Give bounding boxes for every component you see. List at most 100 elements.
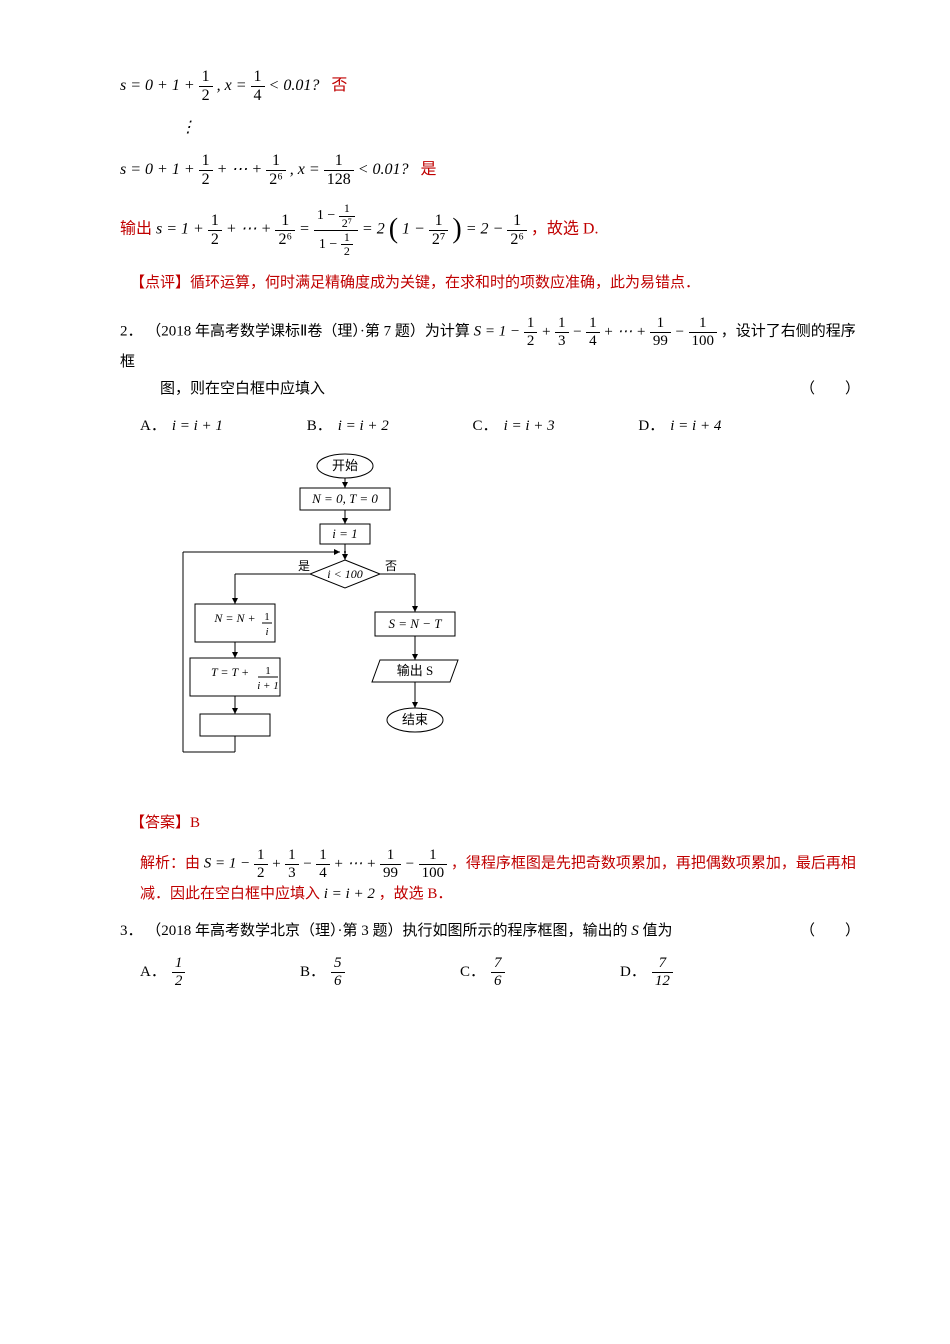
flowchart-diagram: 开始 N = 0, T = 0 i = 1 i < 100 是 N = N + … xyxy=(180,452,460,802)
option-c: C．i = i + 3 xyxy=(473,413,555,440)
den: 2⁶ xyxy=(266,171,286,189)
var-s: s xyxy=(120,161,126,178)
eq2: = 2 xyxy=(362,221,385,238)
t-frac-num: 1 xyxy=(265,665,271,677)
d: 2⁷ xyxy=(339,217,355,230)
compound-frac: 1 − 1 2⁷ 1 − 1 2 xyxy=(314,202,358,258)
frac-half: 1 2 xyxy=(199,68,213,104)
i-init-label: i = 1 xyxy=(332,526,357,541)
operator: + ⋯ + xyxy=(330,856,380,872)
line2-pre: 减．因此在空白框中应填入 xyxy=(140,886,320,902)
n-box-label: N = N + xyxy=(213,611,255,625)
s-expression: S = 1 − 12 + 13 − 14 + ⋯ + 199 − 1100 xyxy=(474,324,721,340)
option-b: B．i = i + 2 xyxy=(307,413,389,440)
opt-frac: 12 xyxy=(172,955,186,989)
option: A． 12 xyxy=(140,955,300,989)
operator: + xyxy=(537,324,555,340)
tail-text: ，故选 D. xyxy=(531,221,599,238)
no-label: 否 xyxy=(385,559,397,573)
problem-3: 3． （2018 年高考数学北京（理）·第 3 题）执行如图所示的程序框图，输出… xyxy=(120,918,860,945)
q-line2: 图，则在空白框中应填入 xyxy=(160,381,325,397)
yes-label: 是 xyxy=(298,559,310,573)
lparen: ( xyxy=(389,214,398,245)
num: 1 xyxy=(208,212,222,231)
option: C．76 xyxy=(460,955,620,989)
t-box-label: T = T + xyxy=(211,665,249,679)
den: 4 xyxy=(251,87,265,105)
t: 1 − xyxy=(319,237,337,252)
q-source: （2018 年高考数学北京（理）·第 3 题）执行如图所示的程序框图，输出的 xyxy=(146,923,627,939)
den: 2⁶ xyxy=(275,231,295,249)
eq-text: = 0 + 1 + xyxy=(130,77,194,94)
series-terms: 12 + 13 − 14 + ⋯ + 199 − 1100 xyxy=(524,324,717,340)
lt-text: < 0.01? xyxy=(358,161,409,178)
frac-2: 1 2⁶ xyxy=(275,212,295,248)
answer-blank: （ ） xyxy=(800,376,860,403)
frac-last: 1 2⁶ xyxy=(266,152,286,188)
series-frac: 13 xyxy=(285,847,299,881)
n: 1 xyxy=(341,231,353,245)
line2-math: i = i + 2 xyxy=(324,886,375,902)
opt-frac: 712 xyxy=(652,955,673,989)
frac-x: 1 128 xyxy=(324,152,354,188)
answer-blank: （ ） xyxy=(800,918,860,945)
pre: S = 1 − xyxy=(474,324,521,340)
n-frac-den: i xyxy=(265,626,268,638)
frac-1: 1 2 xyxy=(208,212,222,248)
x-eq: , x = xyxy=(290,161,320,178)
eq: = xyxy=(299,221,310,238)
cond-label: i < 100 xyxy=(327,567,362,581)
s-box-label: S = N − T xyxy=(389,616,443,631)
t: 1 − xyxy=(317,208,335,223)
series-frac: 1100 xyxy=(689,315,718,349)
flowchart-svg: 开始 N = 0, T = 0 i = 1 i < 100 是 N = N + … xyxy=(180,452,460,792)
frac-last: 1 2⁶ xyxy=(507,212,527,248)
series-frac: 12 xyxy=(524,315,538,349)
inner-frac: 1 2 xyxy=(341,231,353,258)
n: 1 xyxy=(339,202,355,216)
eq-text: = 0 + 1 + xyxy=(130,161,194,178)
num: 1 xyxy=(507,212,527,231)
den: 2 xyxy=(208,231,222,249)
frac-half: 1 2 xyxy=(199,152,213,188)
output-label: 输出 xyxy=(120,221,152,238)
opt-text: i = i + 3 xyxy=(504,418,555,434)
t-frac-den: i + 1 xyxy=(257,680,278,692)
num: 1 xyxy=(266,152,286,171)
opt-label: B． xyxy=(300,964,325,980)
num: 1 xyxy=(429,212,449,231)
step2-equation: s = 0 + 1 + 1 2 + ⋯ + 1 2⁶ , x = 1 128 <… xyxy=(120,152,860,188)
end-label: 结束 xyxy=(402,712,428,727)
opt-label: A． xyxy=(140,964,166,980)
operator: + ⋯ + xyxy=(600,324,650,340)
operator: − xyxy=(401,856,419,872)
num: 1 xyxy=(324,152,354,171)
answer-2: 【答案】B xyxy=(130,810,860,837)
review-comment: 【点评】循环运算，何时满足精确度成为关键，在求和时的项数应准确，此为易错点． xyxy=(130,270,860,297)
lt-text: < 0.01? xyxy=(269,77,320,94)
den: 2⁶ xyxy=(507,231,527,249)
line2-post: ，故选 B． xyxy=(379,886,453,902)
s-var: S xyxy=(631,923,639,939)
series-frac: 199 xyxy=(380,847,401,881)
explanation-2: 解析：由 S = 1 − 12 + 13 − 14 + ⋯ + 199 − 11… xyxy=(140,847,860,908)
den: 2⁷ xyxy=(429,231,449,249)
option: B．56 xyxy=(300,955,460,989)
pre: S = 1 − xyxy=(204,856,251,872)
expl-post: ，得程序框图是先把奇数项累加，再把偶数项累加，最后再相 xyxy=(451,856,856,872)
n-frac-num: 1 xyxy=(264,611,270,623)
s-expression-2: S = 1 − 12 + 13 − 14 + ⋯ + 199 − 1100 xyxy=(204,856,451,872)
operator: − xyxy=(569,324,587,340)
den: 2 xyxy=(199,87,213,105)
step1-equation: s = 0 + 1 + 1 2 , x = 1 4 < 0.01? 否 xyxy=(120,68,860,104)
series-frac: 13 xyxy=(555,315,569,349)
frac-inner: 1 2⁷ xyxy=(429,212,449,248)
q-num: 2． xyxy=(120,324,143,340)
dots: + ⋯ + xyxy=(217,161,263,178)
x-eq: , x = xyxy=(217,77,247,94)
expl-pre: 解析：由 xyxy=(140,856,200,872)
operator: + xyxy=(268,856,286,872)
den: 1 − 1 2 xyxy=(314,231,358,258)
rparen: ) xyxy=(452,214,461,245)
num: 1 − 1 2⁷ xyxy=(314,202,358,230)
